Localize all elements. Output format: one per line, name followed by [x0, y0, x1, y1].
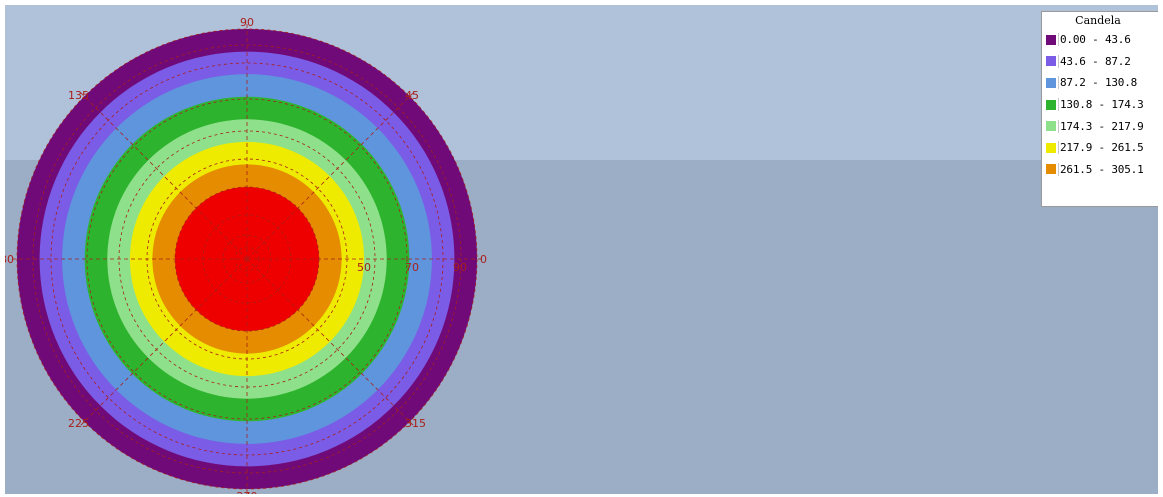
legend-swatch [1046, 77, 1056, 88]
radial-label: 50 [357, 261, 371, 274]
angle-label: 180 [5, 253, 14, 266]
legend-item: 130.8 - 174.3 [1042, 94, 1158, 116]
angle-label: 225 [68, 417, 89, 430]
legend-item: 0.00 - 43.6 [1042, 29, 1158, 51]
legend-label: 261.5 - 305.1 [1058, 162, 1144, 176]
legend-swatch [1046, 142, 1056, 153]
grid-spoke [246, 91, 415, 260]
radial-label: 90 [453, 261, 467, 274]
radial-label: 70 [405, 261, 419, 274]
grid-circle [86, 98, 408, 420]
viewport[interactable]: 0 45 90 135 180 225 270 315 50 70 90 Candela 0.00 … [5, 5, 1158, 494]
legend-swatch [1046, 56, 1056, 67]
plot-labels: 0 45 90 135 180 225 270 315 50 70 90 [5, 16, 487, 494]
legend-swatch [1046, 164, 1056, 175]
legend-label: 87.2 - 130.8 [1058, 76, 1138, 90]
legend-title: Candela [1075, 14, 1121, 27]
angle-label: 315 [405, 417, 426, 430]
legend-label: 217.9 - 261.5 [1058, 141, 1144, 155]
legend-rows: 0.00 - 43.6 43.6 - 87.2 87.2 - 130.8 130.8 … [1042, 29, 1158, 180]
angle-label: 90 [240, 16, 254, 29]
grid-spoke [246, 258, 415, 427]
legend-label: 174.3 - 217.9 [1058, 119, 1144, 133]
grid-circle [234, 246, 260, 272]
grid-spoke [79, 91, 248, 260]
angle-label: 0 [480, 253, 487, 266]
legend-item: 261.5 - 305.1 [1042, 159, 1158, 181]
angle-label: 135 [68, 89, 89, 102]
angle-label: 45 [405, 89, 419, 102]
grid-circle [16, 28, 478, 490]
legend-item: 87.2 - 130.8 [1042, 72, 1158, 94]
legend-swatch [1046, 99, 1056, 110]
legend-swatch [1046, 34, 1056, 45]
grid-spoke [79, 258, 248, 427]
legend-swatch [1046, 121, 1056, 132]
legend-label: 130.8 - 174.3 [1058, 98, 1144, 112]
legend-item: 43.6 - 87.2 [1042, 51, 1158, 73]
polar-grid [11, 23, 483, 494]
legend-label: 0.00 - 43.6 [1058, 33, 1131, 47]
legend-item: 217.9 - 261.5 [1042, 137, 1158, 159]
polar-plot[interactable]: 0 45 90 135 180 225 270 315 50 70 90 [5, 5, 1158, 494]
angle-label: 270 [237, 490, 258, 494]
legend[interactable]: Candela 0.00 - 43.6 43.6 - 87.2 87.2 - 130… [1041, 11, 1158, 207]
legend-item: 174.3 - 217.9 [1042, 115, 1158, 137]
legend-label: 43.6 - 87.2 [1058, 54, 1131, 68]
